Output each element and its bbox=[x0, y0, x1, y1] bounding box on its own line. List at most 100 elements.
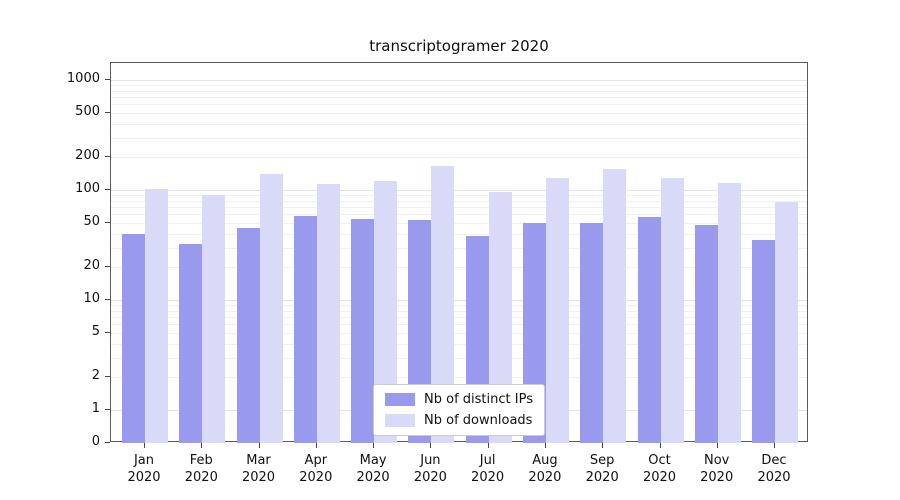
y-tick-label: 1000 bbox=[66, 71, 100, 86]
gridline bbox=[111, 233, 807, 235]
y-tick-mark bbox=[105, 189, 110, 190]
gridline bbox=[111, 190, 807, 191]
x-tick-mark bbox=[602, 443, 604, 448]
bar-downloads-aug bbox=[545, 177, 569, 443]
x-tick-label: Dec 2020 bbox=[757, 453, 791, 485]
gridline bbox=[111, 113, 807, 115]
legend-item-downloads: Nb of downloads bbox=[385, 413, 533, 428]
y-tick-mark bbox=[105, 332, 110, 334]
x-tick-mark bbox=[201, 443, 203, 448]
gridline bbox=[111, 214, 807, 216]
y-tick-mark bbox=[105, 265, 110, 267]
gridline bbox=[111, 305, 807, 306]
y-tick-label: 200 bbox=[75, 147, 100, 163]
x-tick-mark bbox=[315, 443, 317, 448]
gridline bbox=[111, 123, 807, 125]
y-tick-mark bbox=[105, 375, 110, 377]
bar-downloads-feb bbox=[202, 195, 226, 443]
gridline bbox=[111, 266, 807, 268]
bar-distinct-ips-may bbox=[351, 219, 375, 443]
bar-downloads-jul bbox=[488, 191, 512, 443]
gridline bbox=[111, 247, 807, 249]
x-tick-label: Jan 2020 bbox=[127, 453, 161, 485]
bar-distinct-ips-dec bbox=[752, 240, 775, 443]
gridline bbox=[111, 324, 807, 326]
x-tick-label: May 2020 bbox=[356, 453, 390, 485]
y-tick-label: 50 bbox=[83, 214, 100, 230]
x-tick-mark bbox=[659, 443, 661, 448]
y-tick-label: 5 bbox=[91, 324, 100, 340]
x-tick-label: Feb 2020 bbox=[184, 453, 218, 485]
y-tick-mark bbox=[105, 409, 110, 410]
gridline bbox=[111, 223, 807, 225]
x-tick-label: Aug 2020 bbox=[528, 453, 562, 485]
y-tick-mark bbox=[105, 79, 110, 80]
y-tick-label: 1 bbox=[91, 401, 100, 416]
bar-distinct-ips-feb bbox=[179, 244, 203, 443]
x-tick-label: Jul 2020 bbox=[471, 453, 505, 485]
bar-distinct-ips-sep bbox=[580, 223, 604, 443]
x-tick-mark bbox=[430, 443, 432, 448]
gridline bbox=[111, 200, 807, 202]
legend-item-distinct-ips: Nb of distinct IPs bbox=[385, 392, 533, 407]
gridline bbox=[111, 80, 807, 81]
x-tick-mark bbox=[258, 443, 260, 448]
plot-area: Nb of distinct IPs Nb of downloads bbox=[110, 62, 808, 443]
gridline bbox=[111, 195, 807, 196]
bar-distinct-ips-mar bbox=[236, 228, 260, 443]
x-tick-mark bbox=[774, 443, 775, 448]
gridline bbox=[111, 104, 807, 106]
y-tick-label: 2 bbox=[91, 367, 100, 383]
gridline bbox=[111, 317, 807, 318]
y-tick-label: 0 bbox=[91, 434, 100, 449]
bar-downloads-apr bbox=[316, 183, 340, 443]
legend: Nb of distinct IPs Nb of downloads bbox=[373, 384, 545, 436]
y-tick-mark bbox=[105, 222, 110, 224]
x-tick-label: Sep 2020 bbox=[585, 453, 619, 485]
y-tick-mark bbox=[105, 155, 110, 157]
x-tick-label: Apr 2020 bbox=[299, 453, 333, 485]
y-tick-mark bbox=[105, 112, 110, 114]
legend-swatch-downloads bbox=[385, 414, 416, 427]
legend-label-downloads: Nb of downloads bbox=[424, 413, 533, 428]
gridline bbox=[111, 300, 807, 301]
bar-downloads-sep bbox=[603, 169, 627, 443]
y-tick-mark bbox=[105, 442, 110, 443]
bar-distinct-ips-oct bbox=[637, 216, 661, 443]
gridline bbox=[111, 357, 807, 359]
y-tick-label: 10 bbox=[83, 291, 100, 306]
gridline bbox=[111, 343, 807, 345]
gridline bbox=[111, 333, 807, 335]
x-tick-mark bbox=[373, 443, 375, 448]
x-tick-label: Mar 2020 bbox=[241, 453, 276, 485]
bar-distinct-ips-nov bbox=[694, 225, 718, 443]
bar-downloads-jan bbox=[145, 189, 168, 443]
gridline bbox=[111, 137, 807, 139]
bar-downloads-nov bbox=[717, 183, 741, 443]
x-tick-label: Nov 2020 bbox=[700, 453, 734, 485]
gridline bbox=[111, 310, 807, 312]
chart-title: transcriptogramer 2020 bbox=[369, 37, 549, 55]
gridline bbox=[111, 90, 807, 92]
x-tick-mark bbox=[144, 443, 145, 448]
gridline bbox=[111, 207, 807, 208]
gridline bbox=[111, 85, 807, 86]
x-tick-mark bbox=[487, 443, 489, 448]
x-tick-label: Jun 2020 bbox=[413, 453, 447, 485]
bar-downloads-jun bbox=[431, 166, 455, 443]
x-tick-label: Oct 2020 bbox=[642, 453, 677, 485]
bar-downloads-dec bbox=[775, 201, 798, 443]
x-tick-mark bbox=[544, 443, 546, 448]
x-tick-mark bbox=[716, 443, 718, 448]
gridline bbox=[111, 376, 807, 378]
y-tick-label: 500 bbox=[75, 104, 100, 120]
gridline bbox=[111, 156, 807, 158]
y-tick-label: 100 bbox=[75, 181, 100, 196]
y-tick-mark bbox=[105, 299, 110, 300]
bar-distinct-ips-apr bbox=[293, 216, 317, 443]
bar-downloads-mar bbox=[259, 173, 283, 443]
y-tick-label: 20 bbox=[83, 257, 100, 273]
bar-downloads-oct bbox=[660, 177, 684, 443]
legend-label-distinct-ips: Nb of distinct IPs bbox=[424, 392, 533, 407]
